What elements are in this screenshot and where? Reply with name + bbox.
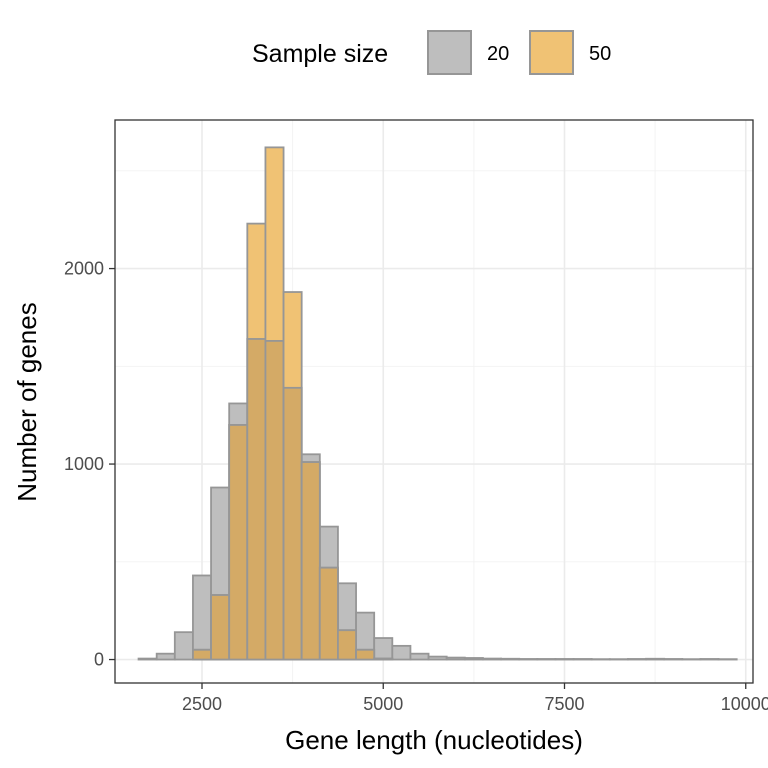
y-axis-ticks: 0 1000 2000 (64, 259, 115, 670)
bar-sample-20 (445, 656, 466, 661)
x-tick-label: 10000 (721, 694, 768, 714)
y-tick-label: 2000 (64, 259, 104, 279)
bar-sample-20 (645, 657, 666, 661)
bar-sample-20 (192, 574, 212, 661)
bar-sample-20 (500, 657, 521, 661)
legend-label-20: 20 (487, 43, 509, 65)
bar-overlap (246, 338, 267, 661)
bars-sample-50 (192, 146, 394, 661)
bar-overlap (264, 339, 285, 661)
bar-sample-20 (137, 657, 158, 661)
legend: Sample size 20 50 (252, 30, 611, 75)
bar-overlap (337, 629, 357, 661)
bar-sample-20 (518, 658, 539, 661)
plot-panel-border (114, 119, 754, 684)
legend-title: Sample size (252, 40, 388, 68)
bar-sample-20 (627, 658, 647, 661)
bar-sample-20 (173, 631, 194, 661)
bar-overlap (228, 424, 249, 661)
bar-sample-20 (463, 657, 484, 661)
bar-sample-20 (663, 658, 684, 661)
y-axis-title: Number of genes (12, 302, 42, 501)
x-tick-label: 5000 (363, 694, 403, 714)
x-axis-title: Gene length (nucleotides) (285, 725, 583, 755)
bar-sample-20 (373, 637, 394, 661)
legend-key-50 (529, 30, 574, 75)
x-axis-ticks: 2500 5000 7500 10000 (182, 683, 768, 714)
y-tick-label: 1000 (64, 454, 104, 474)
bar-overlap (192, 648, 212, 661)
bar-overlap (373, 657, 394, 661)
y-tick-label: 0 (94, 650, 104, 670)
legend-label-50: 50 (589, 43, 611, 65)
bar-overlap (355, 648, 376, 661)
bar-sample-20 (536, 658, 557, 661)
bar-sample-20 (391, 644, 412, 661)
bar-overlap (318, 566, 339, 661)
bar-overlap (210, 594, 231, 661)
bar-sample-20 (409, 652, 430, 661)
bar-overlap (282, 386, 303, 661)
x-tick-label: 7500 (544, 694, 584, 714)
x-tick-label: 2500 (182, 694, 222, 714)
bar-sample-20 (155, 652, 176, 661)
bar-sample-20 (572, 658, 593, 661)
bar-sample-20 (699, 658, 720, 661)
bar-sample-20 (482, 657, 502, 661)
legend-key-20 (427, 30, 472, 75)
bar-sample-20 (427, 655, 448, 661)
bar-overlap (300, 461, 321, 661)
bar-sample-20 (554, 658, 575, 661)
